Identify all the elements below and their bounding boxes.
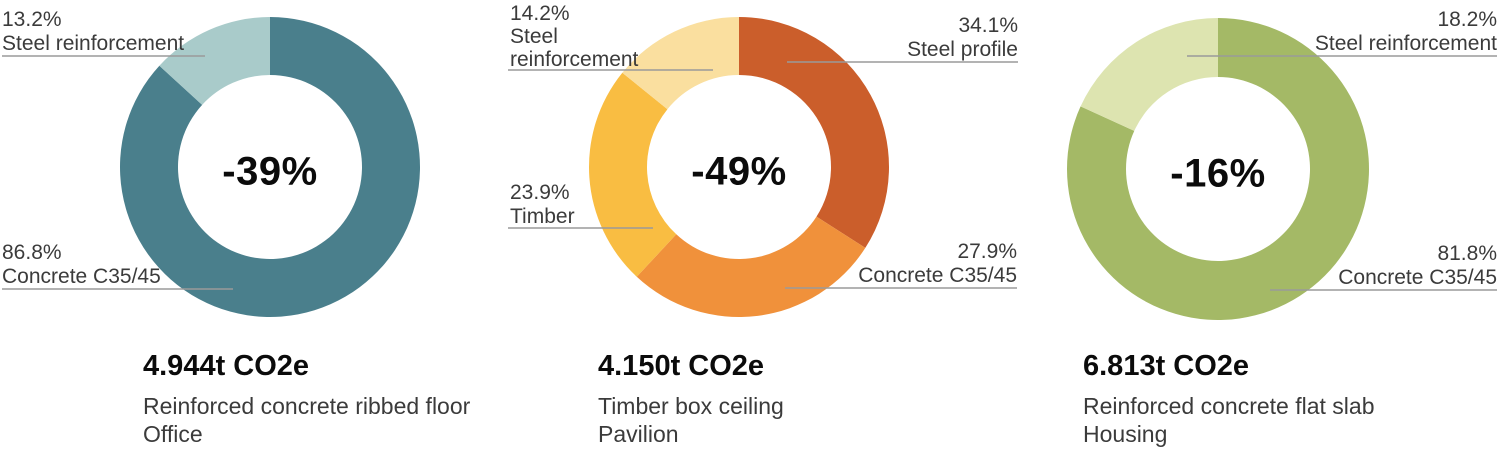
annotation-value: 81.8%	[1437, 242, 1497, 265]
donut-slice-concrete-c35-45	[120, 17, 420, 317]
annotation-label: Steel reinforcement	[1314, 32, 1497, 55]
structure-description: Reinforced concrete ribbed floor	[143, 393, 471, 419]
annotation-value: 34.1%	[958, 14, 1018, 37]
donut-slice-steel-reinforcement	[1080, 18, 1218, 131]
annotation-concrete: 86.8% Concrete C35/45	[2, 241, 161, 289]
annotation-label: Steel reinforcement	[2, 32, 185, 55]
annotation-value: 14.2%	[510, 2, 570, 25]
annotation-steel-reinforcement: 14.2% Steel reinforcement	[510, 2, 660, 71]
annotation-timber: 23.9% Timber	[510, 181, 575, 229]
annotation-steel-profile: 34.1% Steel profile	[907, 14, 1018, 62]
leader-lines	[2, 55, 1497, 291]
center-label-reduction: -39%	[222, 149, 318, 194]
annotation-label: Concrete C35/45	[858, 264, 1017, 287]
center-label-reduction: -16%	[1170, 151, 1266, 196]
donut-slice-steel-reinforcement	[622, 17, 739, 110]
annotation-label: Timber	[510, 205, 575, 228]
center-label-reduction: -49%	[691, 149, 787, 194]
donut-layer	[120, 17, 1369, 320]
building-type: Pavilion	[598, 421, 679, 447]
donut-slice-timber	[589, 72, 677, 277]
annotation-value: 13.2%	[2, 8, 62, 31]
annotation-value: 86.8%	[2, 241, 62, 264]
total-co2e: 4.150t CO2e	[598, 350, 765, 382]
annotation-steel-reinforcement: 13.2% Steel reinforcement	[2, 8, 184, 56]
total-co2e: 4.944t CO2e	[143, 350, 310, 382]
chart-footer: 4.944t CO2e Reinforced concrete ribbed f…	[143, 350, 470, 448]
annotation-value: 27.9%	[957, 240, 1017, 263]
chart-footer: 6.813t CO2e Reinforced concrete flat sla…	[1083, 350, 1375, 448]
annotation-label: Steel profile	[907, 38, 1018, 61]
building-type: Housing	[1083, 421, 1168, 447]
chart-footer: 4.150t CO2e Timber box ceiling Pavilion	[598, 350, 784, 448]
annotation-value: 18.2%	[1437, 8, 1497, 31]
total-co2e: 6.813t CO2e	[1083, 350, 1250, 382]
annotation-label: Concrete C35/45	[1338, 266, 1497, 289]
annotation-value: 23.9%	[510, 181, 570, 204]
annotation-steel-reinforcement: 18.2% Steel reinforcement	[1315, 8, 1497, 56]
donut-slice-steel-reinforcement	[159, 17, 270, 105]
structure-description: Reinforced concrete flat slab	[1083, 393, 1375, 419]
annotation-concrete: 27.9% Concrete C35/45	[858, 240, 1017, 288]
donut-slice-concrete-c35-45	[1066, 18, 1369, 320]
building-type: Office	[143, 421, 203, 447]
annotation-label: Steel reinforcement	[510, 25, 639, 71]
structure-description: Timber box ceiling	[598, 393, 784, 419]
annotation-label: Concrete C35/45	[2, 265, 161, 288]
donut-slice-concrete-c35-45	[636, 216, 866, 318]
donut-slice-steel-profile	[739, 17, 889, 248]
annotation-concrete: 81.8% Concrete C35/45	[1338, 242, 1497, 290]
